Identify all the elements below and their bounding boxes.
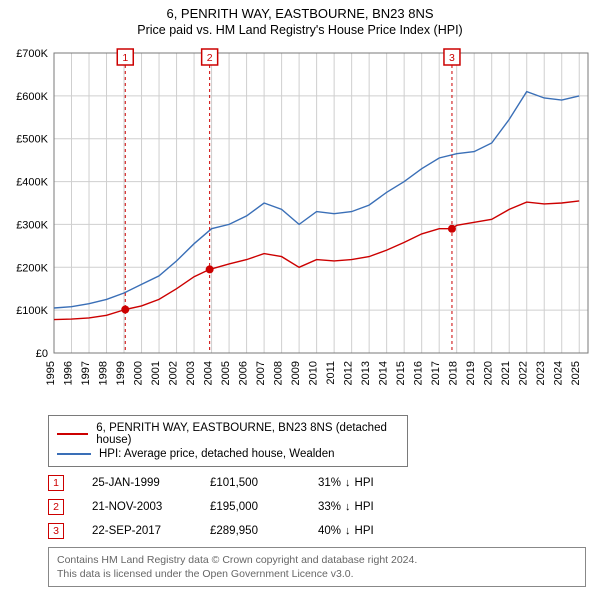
svg-text:2: 2 [207, 52, 213, 64]
sale-date: 21-NOV-2003 [92, 501, 182, 513]
svg-text:£700K: £700K [16, 48, 48, 60]
titles: 6, PENRITH WAY, EASTBOURNE, BN23 8NS Pri… [0, 0, 600, 39]
svg-text:2017: 2017 [430, 361, 442, 385]
sale-row: 1 25-JAN-1999 £101,500 31%↓HPI [48, 471, 586, 495]
title-address: 6, PENRITH WAY, EASTBOURNE, BN23 8NS [0, 6, 600, 21]
chart-container: 6, PENRITH WAY, EASTBOURNE, BN23 8NS Pri… [0, 0, 600, 587]
svg-text:£200K: £200K [16, 262, 48, 274]
svg-text:3: 3 [449, 52, 455, 64]
sale-badge: 1 [48, 475, 64, 491]
svg-text:2016: 2016 [413, 361, 425, 385]
svg-text:1995: 1995 [45, 361, 57, 385]
svg-text:2004: 2004 [203, 361, 215, 385]
sale-price: £195,000 [210, 501, 290, 513]
svg-text:2024: 2024 [553, 361, 565, 385]
svg-text:£300K: £300K [16, 219, 48, 231]
svg-text:£0: £0 [36, 348, 48, 360]
sale-pct: 40%↓HPI [318, 525, 374, 537]
svg-text:2009: 2009 [290, 361, 302, 385]
legend: 6, PENRITH WAY, EASTBOURNE, BN23 8NS (de… [48, 415, 408, 467]
svg-text:2010: 2010 [308, 361, 320, 385]
price-chart: £0 £100K £200K £300K £400K £500K £600K £700K 199… [0, 39, 600, 409]
svg-text:2002: 2002 [168, 361, 180, 385]
svg-text:2003: 2003 [185, 361, 197, 385]
svg-text:1998: 1998 [98, 361, 110, 385]
sale-pct: 33%↓HPI [318, 501, 374, 513]
svg-text:1: 1 [122, 52, 128, 64]
legend-item: 6, PENRITH WAY, EASTBOURNE, BN23 8NS (de… [57, 421, 399, 447]
chart-area: £0 £100K £200K £300K £400K £500K £600K £700K 199… [0, 39, 600, 409]
svg-text:2015: 2015 [395, 361, 407, 385]
svg-text:2022: 2022 [518, 361, 530, 385]
sale-date: 22-SEP-2017 [92, 525, 182, 537]
legend-swatch [57, 433, 88, 435]
svg-text:2008: 2008 [273, 361, 285, 385]
svg-text:2023: 2023 [535, 361, 547, 385]
sale-pct: 31%↓HPI [318, 477, 374, 489]
legend-label: 6, PENRITH WAY, EASTBOURNE, BN23 8NS (de… [96, 422, 399, 446]
down-arrow-icon: ↓ [345, 525, 351, 537]
svg-text:2000: 2000 [133, 361, 145, 385]
sales-table: 1 25-JAN-1999 £101,500 31%↓HPI 2 21-NOV-2003 £… [48, 471, 586, 543]
sale-row: 2 21-NOV-2003 £195,000 33%↓HPI [48, 495, 586, 519]
attribution-box: Contains HM Land Registry data © Crown c… [48, 547, 586, 587]
down-arrow-icon: ↓ [345, 477, 351, 489]
svg-text:2006: 2006 [238, 361, 250, 385]
sale-badge: 3 [48, 523, 64, 539]
sale-date: 25-JAN-1999 [92, 477, 182, 489]
svg-text:2011: 2011 [325, 361, 337, 385]
sale-price: £101,500 [210, 477, 290, 489]
svg-text:2014: 2014 [378, 361, 390, 385]
legend-item: HPI: Average price, detached house, Weal… [57, 447, 399, 461]
attribution-line1: Contains HM Land Registry data © Crown c… [57, 553, 577, 567]
sale-price: £289,950 [210, 525, 290, 537]
sale-row: 3 22-SEP-2017 £289,950 40%↓HPI [48, 519, 586, 543]
svg-text:2025: 2025 [570, 361, 582, 385]
svg-text:£100K: £100K [16, 305, 48, 317]
svg-text:2012: 2012 [343, 361, 355, 385]
svg-text:1996: 1996 [63, 361, 75, 385]
svg-text:1999: 1999 [115, 361, 127, 385]
svg-text:2020: 2020 [483, 361, 495, 385]
legend-swatch [57, 453, 91, 455]
svg-text:2021: 2021 [500, 361, 512, 385]
attribution-line2: This data is licensed under the Open Gov… [57, 567, 577, 581]
title-subtitle: Price paid vs. HM Land Registry's House … [0, 23, 600, 37]
svg-text:2001: 2001 [150, 361, 162, 385]
svg-text:£400K: £400K [16, 177, 48, 189]
sale-badge: 2 [48, 499, 64, 515]
svg-text:2005: 2005 [220, 361, 232, 385]
svg-text:£600K: £600K [16, 91, 48, 103]
svg-text:2013: 2013 [360, 361, 372, 385]
svg-text:2007: 2007 [255, 361, 267, 385]
svg-text:£500K: £500K [16, 134, 48, 146]
svg-text:2018: 2018 [448, 361, 460, 385]
down-arrow-icon: ↓ [345, 501, 351, 513]
svg-text:1997: 1997 [80, 361, 92, 385]
legend-label: HPI: Average price, detached house, Weal… [99, 448, 334, 460]
svg-text:2019: 2019 [465, 361, 477, 385]
